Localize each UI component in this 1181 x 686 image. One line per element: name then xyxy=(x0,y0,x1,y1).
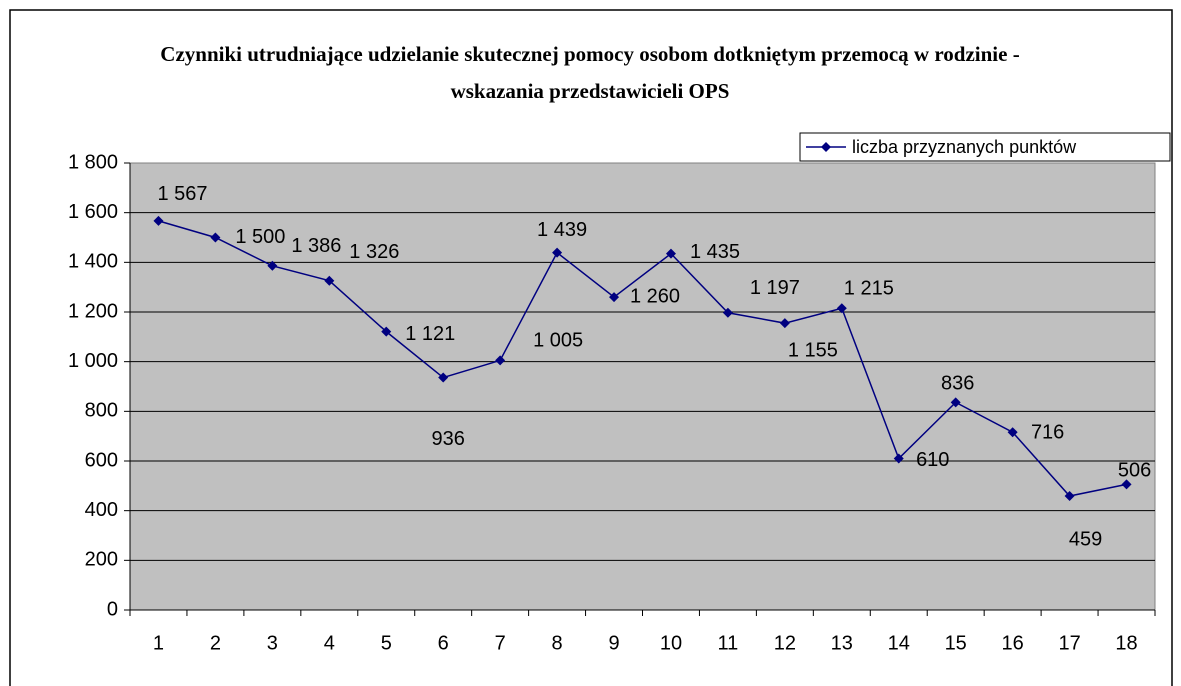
y-tick-label: 600 xyxy=(85,449,118,471)
x-tick-label: 4 xyxy=(324,632,335,654)
data-point xyxy=(1121,479,1132,490)
data-label: 1 567 xyxy=(157,183,207,205)
x-tick-label: 8 xyxy=(552,632,563,654)
x-tick-label: 13 xyxy=(831,632,853,654)
y-tick-label: 200 xyxy=(85,549,118,571)
data-label: 610 xyxy=(916,449,949,471)
y-tick-label: 1 400 xyxy=(68,251,118,273)
data-point xyxy=(552,247,563,258)
chart-title: Czynniki utrudniające udzielanie skutecz… xyxy=(160,42,1020,103)
x-tick-label: 17 xyxy=(1058,632,1080,654)
data-point xyxy=(438,372,449,383)
plot-area xyxy=(129,162,1156,611)
data-label: 1 500 xyxy=(235,226,285,248)
x-tick-label: 11 xyxy=(718,632,739,654)
data-label: 506 xyxy=(1118,460,1151,482)
x-tick-label: 14 xyxy=(888,632,910,654)
x-tick-label: 10 xyxy=(660,632,682,654)
y-tick-label: 1 800 xyxy=(68,151,118,173)
data-label: 1 326 xyxy=(349,241,399,263)
y-tick-label: 800 xyxy=(85,400,118,422)
x-tick-label: 1 xyxy=(153,632,164,654)
data-point xyxy=(210,232,221,243)
data-point xyxy=(381,326,392,337)
y-tick-label: 1 600 xyxy=(68,201,118,223)
data-label: 1 197 xyxy=(750,277,800,299)
data-label: 716 xyxy=(1031,421,1064,443)
data-point xyxy=(609,292,620,303)
x-tick-label: 6 xyxy=(438,632,449,654)
data-point xyxy=(950,397,961,408)
data-label: 1 386 xyxy=(291,235,341,257)
x-tick-label: 7 xyxy=(495,632,506,654)
data-point xyxy=(495,355,506,366)
y-tick-label: 1 200 xyxy=(68,300,118,322)
data-label: 1 260 xyxy=(630,285,680,307)
data-point xyxy=(722,307,733,318)
data-label: 836 xyxy=(941,373,974,395)
data-label: 936 xyxy=(432,428,465,450)
data-point xyxy=(779,318,790,329)
x-tick-label: 5 xyxy=(381,632,392,654)
y-tick-label: 400 xyxy=(85,499,118,521)
legend-label: liczba przyznanych punktów xyxy=(852,137,1077,157)
x-tick-label: 15 xyxy=(945,632,967,654)
data-point xyxy=(836,303,847,314)
series-line xyxy=(158,220,1127,497)
data-point xyxy=(267,260,278,271)
data-point xyxy=(665,248,676,259)
data-point xyxy=(324,275,335,286)
legend-marker xyxy=(821,142,831,152)
x-tick-label: 12 xyxy=(774,632,796,654)
data-point xyxy=(153,215,164,226)
legend-box xyxy=(799,132,1171,162)
data-label: 1 439 xyxy=(537,219,587,241)
y-tick-label: 0 xyxy=(107,598,118,620)
data-point xyxy=(893,453,904,464)
data-label: 1 121 xyxy=(405,323,455,345)
data-label: 1 155 xyxy=(788,339,838,361)
data-point xyxy=(1064,491,1075,502)
data-label: 1 215 xyxy=(844,278,894,300)
data-label: 1 435 xyxy=(690,241,740,263)
y-tick-label: 1 000 xyxy=(68,350,118,372)
x-tick-label: 18 xyxy=(1115,632,1137,654)
data-label: 459 xyxy=(1069,528,1102,550)
x-tick-label: 16 xyxy=(1002,632,1024,654)
x-tick-label: 9 xyxy=(608,632,619,654)
data-label: 1 005 xyxy=(533,330,583,352)
x-tick-label: 2 xyxy=(210,632,221,654)
x-tick-label: 3 xyxy=(267,632,278,654)
data-point xyxy=(1007,427,1018,438)
